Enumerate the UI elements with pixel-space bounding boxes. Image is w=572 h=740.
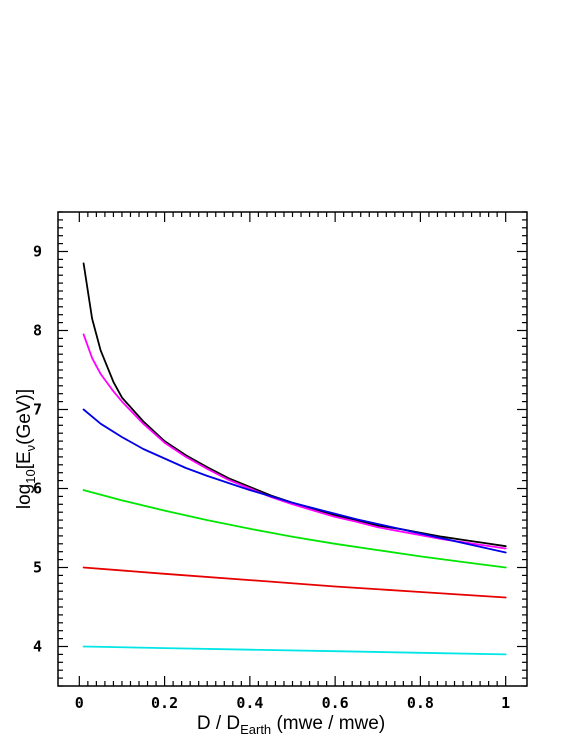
series-line-3 (82, 408, 507, 554)
y-tick-label: 5 (33, 559, 42, 577)
y-axis-title-sub1: 10 (23, 469, 38, 483)
y-tick-label: 4 (33, 638, 42, 656)
y-axis-title-mid: [E (14, 451, 35, 469)
y-tick-label: 7 (33, 401, 42, 419)
y-tick-label: 9 (33, 243, 42, 261)
series-line-2 (82, 333, 507, 550)
y-axis-title-prefix: log (14, 484, 35, 509)
ticks (58, 211, 527, 687)
y-tick-label: 8 (33, 322, 42, 340)
x-axis-title-suffix: (mwe / mwe) (271, 713, 385, 734)
y-axis-title-sub2: ν (23, 445, 38, 452)
x-tick-label: 1 (501, 694, 510, 712)
series-line-5 (82, 566, 507, 599)
series-line-6 (82, 645, 507, 656)
tick-labels: 0 0.2 0.4 0.6 0.8 1 4 5 6 7 8 9 (33, 243, 510, 713)
x-tick-label: 0.2 (151, 694, 178, 712)
x-tick-label: 0.6 (322, 694, 349, 712)
x-tick-label: 0 (75, 694, 84, 712)
x-axis-title-sub: Earth (240, 722, 271, 737)
y-axis-title: log10[Eν(GeV)] (14, 389, 38, 509)
x-axis-title: D / DEarth (mwe / mwe) (197, 713, 385, 737)
x-tick-label: 0.4 (236, 694, 263, 712)
x-tick-label: 0.8 (407, 694, 434, 712)
plot-frame (57, 211, 528, 687)
y-tick-label: 6 (33, 480, 42, 498)
y-axis-title-suffix: (GeV)] (14, 389, 35, 445)
series-group (82, 262, 507, 656)
x-axis-title-prefix: D / D (197, 713, 240, 734)
series-line-4 (82, 489, 507, 569)
